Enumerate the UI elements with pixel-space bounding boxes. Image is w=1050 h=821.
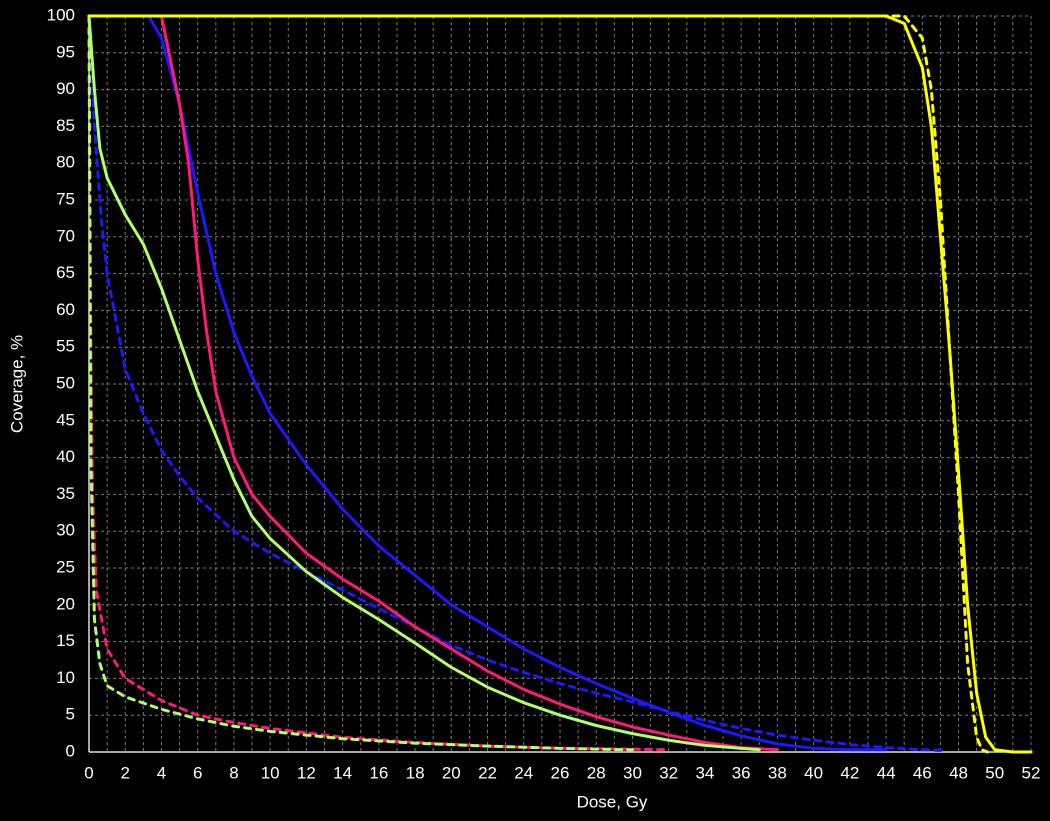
- line: [87, 14, 634, 752]
- x-tick-label: 46: [913, 763, 932, 782]
- x-axis-label: Dose, Gy: [577, 792, 648, 811]
- x-tick-label: 30: [623, 763, 642, 782]
- y-tick-label: 40: [56, 447, 75, 466]
- y-tick-label: 5: [66, 705, 75, 724]
- y-tick-label: 80: [56, 153, 75, 172]
- x-tick-label: 34: [695, 763, 714, 782]
- line: [87, 14, 1033, 754]
- x-tick-label: 16: [369, 763, 388, 782]
- x-tick-label: 36: [732, 763, 751, 782]
- x-tick-label: 6: [193, 763, 202, 782]
- line: [87, 14, 671, 752]
- x-tick-label: 28: [587, 763, 606, 782]
- x-tick-label: 22: [478, 763, 497, 782]
- x-tick-label: 10: [261, 763, 280, 782]
- y-tick-label: 15: [56, 631, 75, 650]
- line: [87, 14, 761, 752]
- y-tick-label: 30: [56, 521, 75, 540]
- x-tick-label: 4: [157, 763, 166, 782]
- y-tick-label: 25: [56, 557, 75, 576]
- x-tick-label: 24: [514, 763, 533, 782]
- x-tick-label: 44: [877, 763, 896, 782]
- x-tick-label: 26: [551, 763, 570, 782]
- y-axis-label: Coverage, %: [7, 335, 26, 433]
- x-tick-label: 38: [768, 763, 787, 782]
- line: [87, 14, 779, 752]
- y-tick-label: 85: [56, 116, 75, 135]
- x-tick-label: 8: [229, 763, 238, 782]
- y-tick-label: 70: [56, 226, 75, 245]
- x-tick-label: 2: [120, 763, 129, 782]
- x-tick-label: 18: [406, 763, 425, 782]
- x-tick-label: 32: [659, 763, 678, 782]
- y-tick-label: 95: [56, 42, 75, 61]
- y-tick-label: 0: [66, 741, 75, 760]
- y-tick-label: 35: [56, 484, 75, 503]
- x-tick-label: 52: [1022, 763, 1041, 782]
- line: [87, 14, 888, 752]
- y-tick-label: 65: [56, 263, 75, 282]
- x-tick-label: 20: [442, 763, 461, 782]
- x-tick-label: 40: [804, 763, 823, 782]
- x-tick-label: 14: [333, 763, 352, 782]
- y-tick-label: 45: [56, 410, 75, 429]
- y-tick-label: 10: [56, 668, 75, 687]
- y-tick-label: 50: [56, 373, 75, 392]
- y-tick-label: 55: [56, 337, 75, 356]
- x-tick-label: 42: [840, 763, 859, 782]
- y-tick-label: 90: [56, 79, 75, 98]
- y-tick-label: 20: [56, 594, 75, 613]
- x-tick-label: 50: [985, 763, 1004, 782]
- x-tick-label: 0: [84, 763, 93, 782]
- x-tick-label: 12: [297, 763, 316, 782]
- x-tick-label: 48: [949, 763, 968, 782]
- line: [87, 14, 942, 753]
- y-tick-label: 75: [56, 189, 75, 208]
- y-tick-label: 60: [56, 300, 75, 319]
- y-tick-label: 100: [47, 5, 75, 24]
